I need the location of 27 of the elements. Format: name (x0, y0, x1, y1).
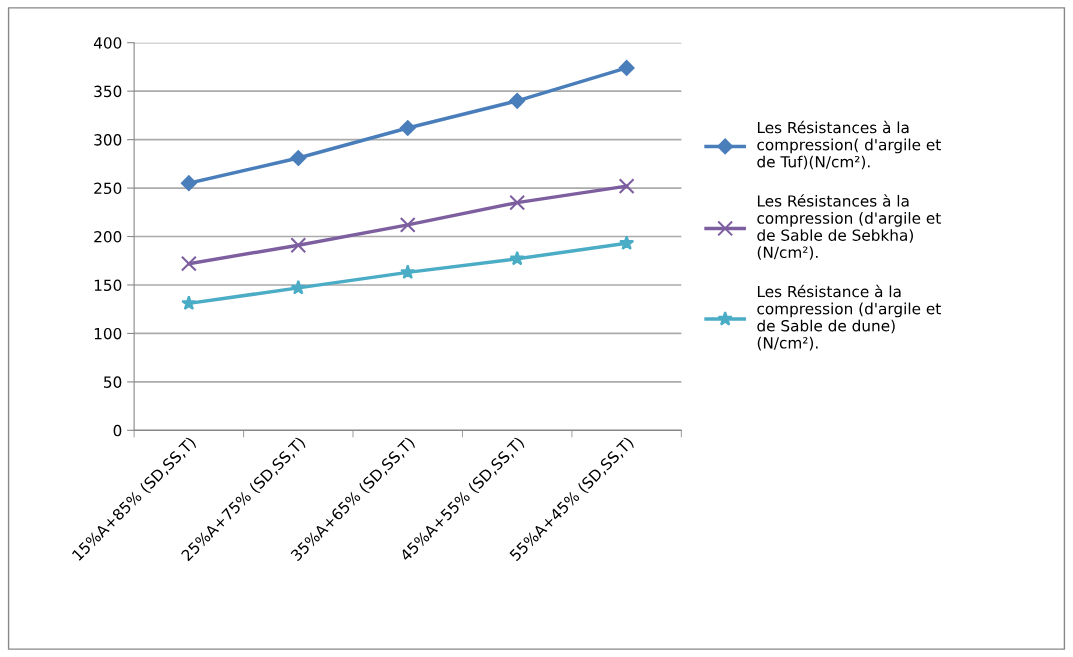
point (290, 237, 307, 254)
y-tick-label: 400 (93, 37, 122, 49)
y-tick-label: 250 (94, 182, 122, 195)
legend-label: Les Résistances à la compression (d'argile et de Sable de Sebkha) (N/cm²). (757, 194, 941, 260)
y-tick-label: 100 (94, 327, 122, 340)
point (618, 235, 635, 250)
point (180, 255, 197, 272)
legend-label: Les Résistance à la compression (d'argile et de Sable de dune) (N/cm²). (757, 284, 941, 351)
point (290, 150, 307, 166)
y-tick-label: 50 (104, 376, 122, 388)
y-tick-label: 0 (113, 424, 122, 437)
point (509, 250, 525, 266)
y-tick-label: 300 (94, 134, 122, 146)
point (399, 216, 416, 233)
point (509, 92, 526, 109)
y-tick-label: 200 (94, 230, 122, 243)
y-tick-label: 150 (94, 279, 122, 291)
point (180, 175, 197, 192)
y-tick-label: 350 (94, 85, 122, 98)
point (181, 295, 197, 311)
legend-label: Les Résistances à la compression( d'argile et de Tuf)(N/cm²). (757, 120, 941, 170)
point (400, 264, 416, 280)
point (509, 194, 526, 211)
point (290, 279, 306, 295)
point (618, 59, 635, 76)
point (618, 178, 635, 195)
point (399, 120, 416, 136)
